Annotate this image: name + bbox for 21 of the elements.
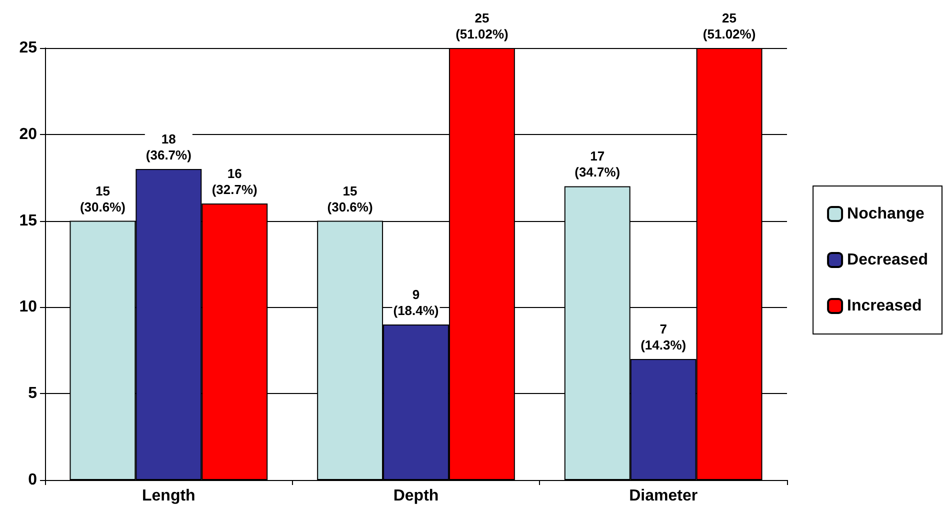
y-tick-label: 10 — [19, 298, 38, 316]
data-label: 16 (32.7%) — [212, 166, 258, 198]
data-label: 17 (34.7%) — [574, 148, 620, 180]
data-label: 9 (18.4%) — [393, 286, 439, 318]
x-tick-label: Depth — [393, 488, 439, 504]
data-label: 25 (51.02%) — [702, 10, 756, 42]
data-label: 7 (14.3%) — [640, 322, 686, 353]
x-tick-label: Diameter — [629, 488, 698, 504]
y-tick-label: 15 — [19, 212, 38, 230]
data-label: 18 (36.7%) — [146, 131, 192, 162]
y-tick-label: 0 — [28, 472, 38, 488]
data-label: 25 (51.02%) — [456, 10, 508, 42]
data-label: 15 (30.6%) — [80, 183, 126, 214]
y-tick-label: 25 — [19, 40, 38, 56]
legend-label: Decreased — [847, 252, 928, 268]
legend-label: Nochange — [847, 206, 924, 222]
y-tick-label: 5 — [28, 385, 38, 402]
legend-label: Increased — [847, 298, 922, 314]
x-tick-label: Length — [142, 488, 196, 504]
y-tick-label: 20 — [19, 126, 38, 143]
data-label: 15 (30.6%) — [327, 183, 373, 214]
